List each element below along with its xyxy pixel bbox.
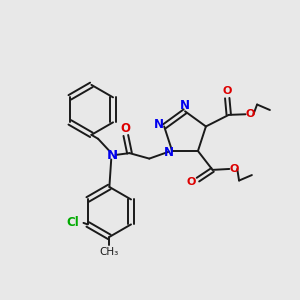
Text: N: N: [180, 99, 190, 112]
Text: O: O: [230, 164, 239, 174]
Text: O: O: [187, 177, 196, 187]
Text: N: N: [154, 118, 164, 131]
Text: N: N: [164, 146, 173, 159]
Text: O: O: [223, 86, 232, 96]
Text: Cl: Cl: [66, 216, 79, 230]
Text: CH₃: CH₃: [100, 247, 119, 256]
Text: O: O: [121, 122, 131, 135]
Text: O: O: [246, 109, 255, 119]
Text: N: N: [106, 149, 117, 162]
